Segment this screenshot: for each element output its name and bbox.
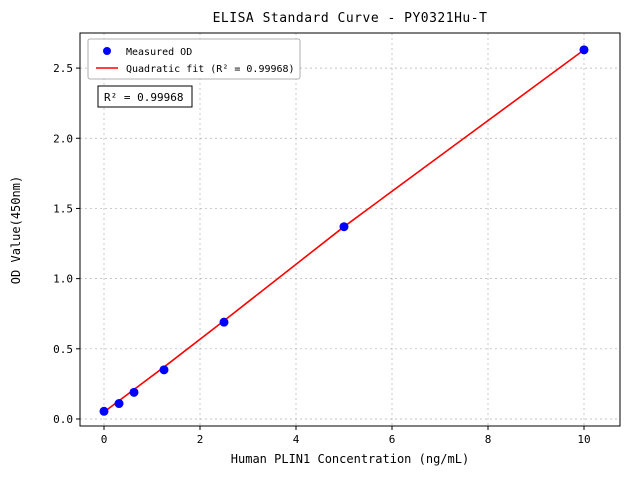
legend: Measured OD Quadratic fit (R² = 0.99968) [87,38,301,80]
data-point [99,406,109,416]
r-squared-annotation-box [97,85,193,108]
y-axis-label: OD Value(450nm) [9,176,23,284]
data-point [129,387,139,397]
x-axis-label: Human PLIN1 Concentration (ng/mL) [231,452,469,466]
y-tick-label: 1.5 [53,202,73,215]
x-tick-label: 0 [101,433,108,446]
data-point [579,45,589,55]
plot-border [79,32,621,427]
y-tick-label: 0.5 [53,343,73,356]
y-tick-label: 2.5 [53,62,73,75]
y-tick-label: 1.0 [53,273,73,286]
data-point [159,365,169,375]
axes: 0 2 4 6 8 10 0.0 0.5 1.0 1.5 2.0 2.5 [53,62,591,446]
x-tick-label: 2 [197,433,204,446]
y-tick-label: 2.0 [53,132,73,145]
y-tick-label: 0.0 [53,413,73,426]
x-tick-label: 10 [577,433,590,446]
series [99,45,589,416]
legend-marker-measured-od [103,47,111,55]
data-point [219,317,229,327]
grid [80,33,620,426]
legend-box [87,38,301,80]
r-squared-annotation: R² = 0.99968 [97,85,193,108]
data-point [339,222,349,232]
chart-title: ELISA Standard Curve - PY0321Hu-T [213,11,488,26]
legend-label-quadratic-fit: Quadratic fit (R² = 0.99968) [126,64,295,75]
x-tick-label: 8 [485,433,492,446]
data-point [114,399,124,409]
r-squared-annotation-text: R² = 0.99968 [104,91,183,104]
x-tick-label: 4 [293,433,300,446]
legend-label-measured-od: Measured OD [126,47,192,58]
x-tick-label: 6 [389,433,396,446]
